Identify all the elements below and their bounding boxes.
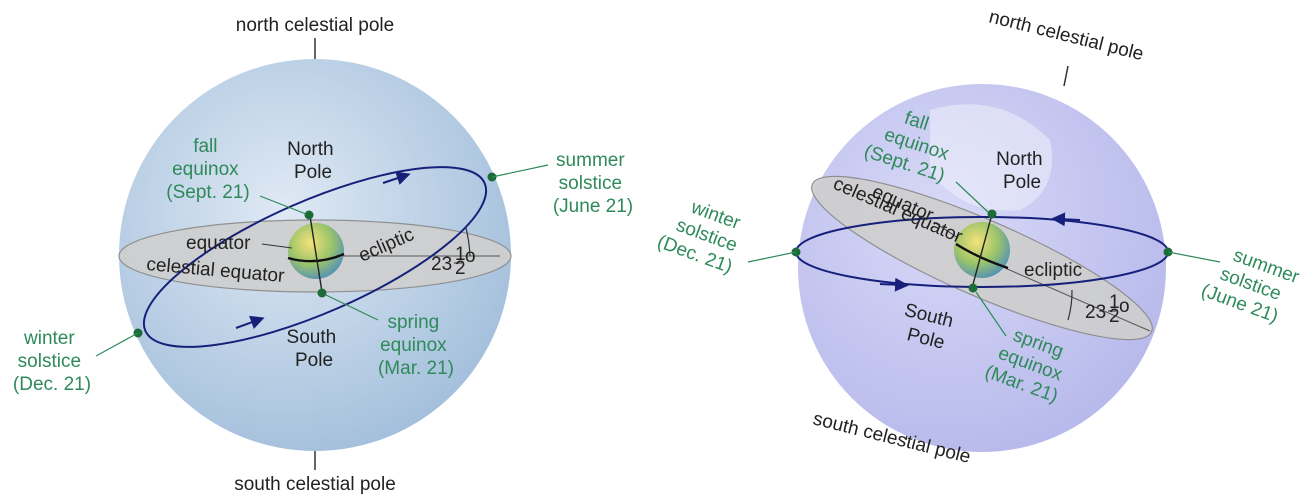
right-north-celestial-pole-label: north celestial pole xyxy=(987,6,1146,65)
left-south-celestial-pole-label: south celestial pole xyxy=(234,474,396,495)
right-equator-leader xyxy=(933,221,959,239)
right-south-pole-dot xyxy=(968,283,978,293)
svg-text:1: 1 xyxy=(1109,292,1120,313)
left-winter-solstice-label: winter solstice (Dec. 21) xyxy=(13,328,91,395)
right-sphere-highlight xyxy=(930,104,1052,211)
svg-text:23: 23 xyxy=(431,254,452,275)
left-north-pole-label: North Pole xyxy=(287,139,339,183)
right-summer-solstice-leader xyxy=(1167,251,1221,263)
left-spring-equinox-leader xyxy=(325,294,379,321)
right-tilt-reference-line xyxy=(981,257,1151,332)
left-north-pole-dot xyxy=(304,210,314,220)
svg-text:23: 23 xyxy=(1085,302,1106,323)
svg-text:o: o xyxy=(465,246,476,267)
left-orbit-arrow-top xyxy=(382,171,411,185)
right-south-pole-label: South Pole xyxy=(897,300,961,356)
right-north-pole-label: North Pole xyxy=(996,149,1048,193)
left-tilt-angle-label: 23 1 2 o xyxy=(431,244,476,279)
left-equator-label: equator xyxy=(186,233,251,254)
right-orbit-arrow-bottom xyxy=(879,277,909,292)
left-ecliptic-orbit xyxy=(142,166,488,348)
right-winter-solstice-label: winter solstice (Dec. 21) xyxy=(654,190,752,279)
left-south-pole-dot xyxy=(317,288,327,298)
right-diagram: north celestial pole south celestial pol… xyxy=(654,6,1307,467)
left-earth-axis xyxy=(309,215,323,293)
right-summer-solstice-label: summer solstice (June 21) xyxy=(1198,239,1307,332)
right-orbit-arrow-top xyxy=(1051,212,1081,227)
left-fall-equinox-label: fall equinox (Sept. 21) xyxy=(166,136,249,203)
svg-text:2: 2 xyxy=(1109,306,1120,327)
left-summer-solstice-label: summer solstice (June 21) xyxy=(553,150,633,217)
right-ecliptic-label: ecliptic xyxy=(1024,260,1082,281)
right-tilt-angle-arc xyxy=(1067,289,1073,321)
right-tilt-angle-label: 23 1 2 o xyxy=(1085,292,1130,327)
right-earth-axis xyxy=(971,213,993,289)
svg-text:2: 2 xyxy=(455,258,466,279)
left-diagram: north celestial pole south celestial pol… xyxy=(13,15,633,495)
left-south-pole-label: South Pole xyxy=(287,327,342,371)
right-winter-solstice-leader xyxy=(747,251,797,263)
right-spring-equinox-leader xyxy=(975,291,1007,337)
left-spring-equinox-label: spring equinox (Mar. 21) xyxy=(378,312,454,379)
left-north-celestial-pole-label: north celestial pole xyxy=(236,15,394,36)
right-fall-equinox-leader xyxy=(955,181,989,213)
svg-text:o: o xyxy=(1119,296,1130,317)
left-winter-solstice-leader xyxy=(95,332,139,357)
left-fall-equinox-leader xyxy=(259,195,307,215)
right-north-pole-dot xyxy=(987,209,997,219)
left-earth-equator-line xyxy=(287,252,345,263)
left-summer-solstice-leader xyxy=(491,164,549,178)
left-equator-leader xyxy=(261,243,293,249)
svg-text:1: 1 xyxy=(455,244,466,265)
left-orbit-arrow-bottom xyxy=(235,315,265,329)
right-north-axis-line xyxy=(1063,65,1069,87)
